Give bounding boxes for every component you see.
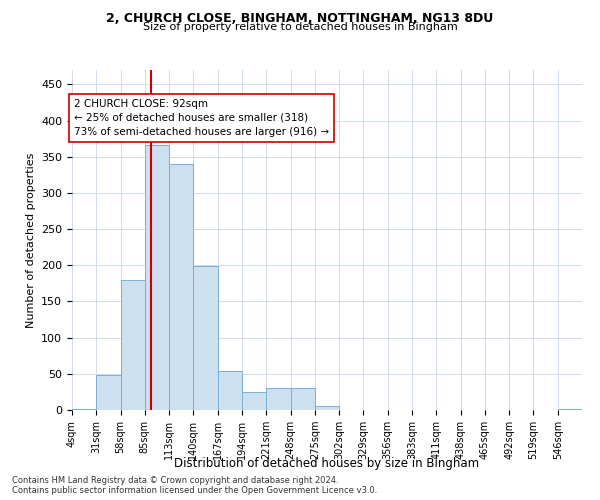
Bar [169,164,193,410]
Bar [266,388,290,410]
Bar [121,280,145,410]
Bar [96,374,121,410]
Bar [290,388,315,410]
Text: Contains HM Land Registry data © Crown copyright and database right 2024.
Contai: Contains HM Land Registry data © Crown c… [12,476,377,495]
Bar [218,371,242,410]
Bar [315,406,339,410]
Text: Size of property relative to detached houses in Bingham: Size of property relative to detached ho… [143,22,457,32]
Text: 2, CHURCH CLOSE, BINGHAM, NOTTINGHAM, NG13 8DU: 2, CHURCH CLOSE, BINGHAM, NOTTINGHAM, NG… [106,12,494,26]
Bar [72,408,96,410]
Bar [193,266,218,410]
Text: Distribution of detached houses by size in Bingham: Distribution of detached houses by size … [175,457,479,470]
Text: 2 CHURCH CLOSE: 92sqm
← 25% of detached houses are smaller (318)
73% of semi-det: 2 CHURCH CLOSE: 92sqm ← 25% of detached … [74,99,329,137]
Bar [242,392,266,410]
Y-axis label: Number of detached properties: Number of detached properties [26,152,35,328]
Bar [558,408,582,410]
Bar [145,144,169,410]
